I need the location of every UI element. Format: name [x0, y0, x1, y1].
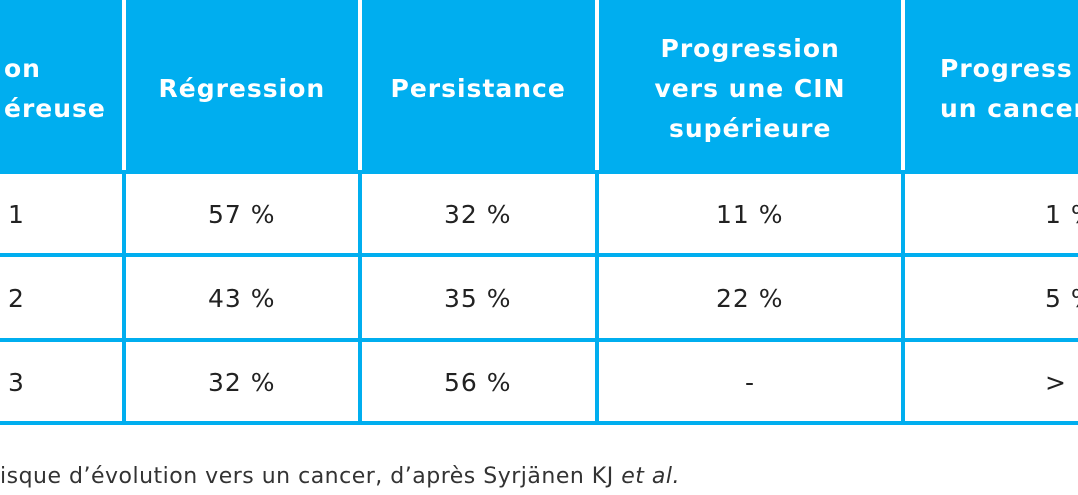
- row-border: [0, 253, 1078, 257]
- header-divider: [901, 0, 905, 170]
- header-cell: Progress: [940, 53, 1073, 83]
- header-row: [0, 0, 1078, 170]
- header-cell: Persistance: [390, 73, 566, 103]
- caption: isque d’évolution vers un cancer, d’aprè…: [0, 464, 680, 489]
- table-cell: 32 %: [444, 199, 512, 229]
- header-cell: Progression: [660, 33, 840, 63]
- header-cell: éreuse: [4, 93, 106, 123]
- column-border: [122, 0, 126, 425]
- table-cell: 1: [8, 199, 25, 229]
- table-cell: 1 %: [1045, 199, 1078, 229]
- header-divider: [595, 0, 599, 170]
- table-cell: 5 %: [1045, 283, 1078, 313]
- table-cell: -: [745, 367, 756, 397]
- header-cell: supérieure: [669, 113, 832, 143]
- row-border: [0, 421, 1078, 425]
- header-cell: on: [4, 53, 41, 83]
- table-cell: > 12: [1045, 367, 1078, 397]
- table-cell: 22 %: [716, 283, 784, 313]
- header-divider: [122, 0, 126, 170]
- column-border: [901, 0, 905, 425]
- row-border: [0, 170, 1078, 174]
- column-border: [595, 0, 599, 425]
- table-cell: 43 %: [208, 283, 276, 313]
- header-cell: un cancer: [940, 93, 1078, 123]
- column-border: [358, 0, 362, 425]
- table-cell: 57 %: [208, 199, 276, 229]
- header-divider: [358, 0, 362, 170]
- table-cell: 3: [8, 367, 25, 397]
- caption-italic: et al.: [621, 464, 680, 489]
- header-cell: Régression: [158, 73, 326, 103]
- caption-text: isque d’évolution vers un cancer, d’aprè…: [0, 464, 614, 489]
- row-border: [0, 338, 1078, 342]
- table-cell: 32 %: [208, 367, 276, 397]
- table-cell: 35 %: [444, 283, 512, 313]
- table-cell: 2: [8, 283, 25, 313]
- table-cell: 11 %: [716, 199, 784, 229]
- table-cell: 56 %: [444, 367, 512, 397]
- header-cell: vers une CIN: [654, 73, 846, 103]
